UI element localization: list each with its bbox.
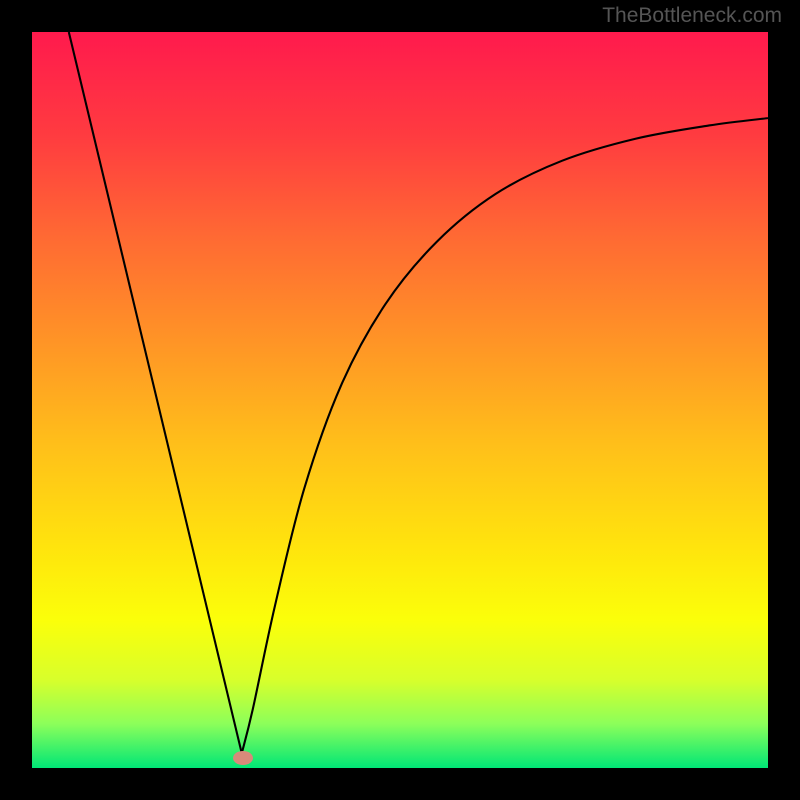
watermark-text: TheBottleneck.com xyxy=(602,4,782,28)
chart-plot-area xyxy=(32,32,768,768)
chart-svg xyxy=(32,32,768,768)
curve-left-branch xyxy=(69,32,242,753)
valley-marker-dot xyxy=(233,751,253,765)
curve-right-branch xyxy=(242,118,768,753)
